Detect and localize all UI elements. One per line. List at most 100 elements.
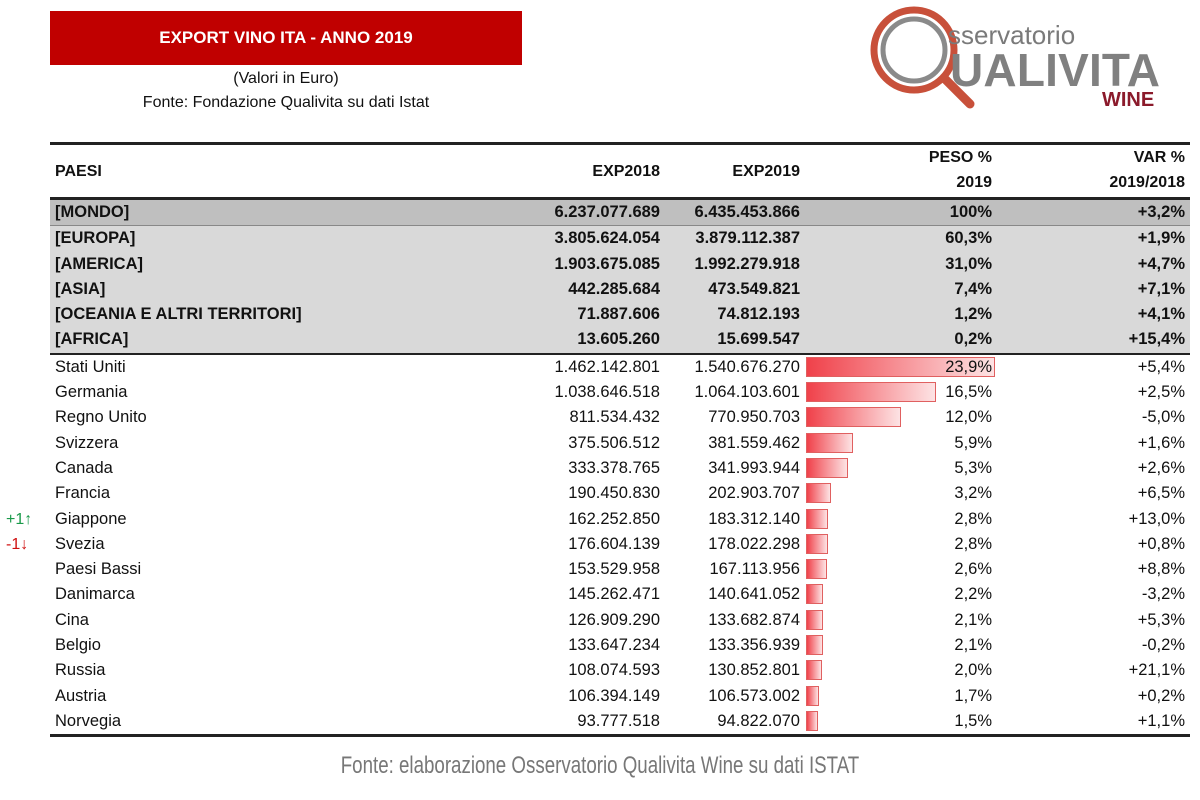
exp2019-value: 15.699.547 [717,330,800,349]
exp2019-value: 133.356.939 [708,636,800,655]
exp2018-value: 1.038.646.518 [554,383,660,402]
peso-value: 60,3% [945,229,992,248]
country-name: Austria [55,686,107,705]
col-var-sub: 2019/2018 [1109,174,1185,191]
exp2019-value: 133.682.874 [708,610,800,629]
exp2019-value: 74.812.193 [717,305,800,324]
peso-value: 12,0% [945,408,992,427]
table-header: PAESI EXP2018 EXP2019 PESO % 2019 VAR % … [50,142,1190,200]
exp2019-value: 341.993.944 [708,458,800,477]
var-value: -3,2% [1141,585,1185,604]
exp2019-value: 167.113.956 [709,560,800,579]
peso-value: 2,1% [954,636,992,655]
var-value: +4,1% [1137,305,1185,324]
exp2019-value: 473.549.821 [708,279,800,298]
exp2018-value: 176.604.139 [568,534,660,553]
country-row: Austria 106.394.149 106.573.002 1,7% +0,2% [50,684,1190,709]
exp2018-value: 133.647.234 [568,636,660,655]
col-exp2019: EXP2019 [732,163,800,180]
row-mondo: [MONDO] 6.237.077.689 6.435.453.866 100% +3,… [50,200,1190,227]
col-paesi: PAESI [55,163,102,180]
exp2018-value: 1.903.675.085 [554,254,660,273]
country-name: Germania [55,383,128,402]
source-note: Fonte: Fondazione Qualivita su dati Ista… [142,94,430,111]
peso-value: 5,9% [954,433,992,452]
exp2018-value: 811.534.432 [569,408,660,427]
country-name: [ASIA] [55,279,106,298]
peso-bar [806,382,937,403]
country-name: Belgio [55,636,101,655]
var-value: +2,5% [1137,383,1185,402]
exp2018-value: 162.252.850 [568,509,660,528]
country-name: Norvegia [55,711,122,730]
exp2019-value: 140.641.052 [708,585,800,604]
region-row: [EUROPA] 3.805.624.054 3.879.112.387 60,3% +… [50,226,1190,252]
country-name: [OCEANIA E ALTRI TERRITORI] [55,305,302,324]
export-table: PAESI EXP2018 EXP2019 PESO % 2019 VAR % … [6,142,1190,738]
peso-bar [806,660,822,681]
country-name: Giappone [55,509,127,528]
peso-value: 31,0% [945,254,992,273]
peso-bar [806,533,829,554]
peso-bar [806,710,818,731]
var-value: +0,8% [1137,534,1185,553]
peso-value: 2,0% [954,661,992,680]
var-value: +0,2% [1137,686,1185,705]
exp2019-value: 94.822.070 [717,711,800,730]
region-row: [OCEANIA E ALTRI TERRITORI] 71.887.606 74.… [50,302,1190,328]
exp2018-value: 375.506.512 [568,433,660,452]
country-row: Regno Unito 811.534.432 770.950.703 12,0% -5… [50,405,1190,430]
var-value: -0,2% [1141,636,1185,655]
logo-line2: UALIVITA [950,44,1160,96]
exp2019-value: 130.852.801 [708,661,800,680]
country-row: Svizzera 375.506.512 381.559.462 5,9% +1,6% [50,431,1190,456]
exp2019-value: 1.992.279.918 [694,254,800,273]
peso-bar [806,609,823,630]
magnifier-ring [870,6,958,94]
peso-bar [806,407,901,428]
var-value: +8,8% [1137,560,1185,579]
var-value: +15,4% [1128,330,1185,349]
var-value: +21,1% [1128,661,1185,680]
country-name: Danimarca [55,585,135,604]
var-value: +6,5% [1137,484,1185,503]
exp2019-value: 202.903.707 [708,484,800,503]
exp2019-value: 183.312.140 [708,509,800,528]
country-name: [AFRICA] [55,330,129,349]
exp2019-value: 178.022.298 [708,534,800,553]
peso-bar [806,483,832,504]
country-row: Canada 333.378.765 341.993.944 5,3% +2,6% [50,456,1190,481]
exp2018-value: 93.777.518 [577,711,660,730]
country-name: Svizzera [55,433,119,452]
magnifier-handle [939,73,975,109]
var-value: +5,3% [1137,610,1185,629]
exp2019-value: 106.573.002 [708,686,800,705]
exp2018-value: 108.074.593 [568,661,660,680]
country-name: Canada [55,458,113,477]
col-peso: PESO % [928,149,992,166]
var-value: +1,1% [1137,711,1185,730]
peso-value: 1,5% [954,711,992,730]
region-row: [ASIA] 442.285.684 473.549.821 7,4% +7,1% [50,276,1190,303]
rank-change-indicator: -1↓ [6,535,29,553]
country-name: Paesi Bassi [55,560,142,579]
country-row: Giappone 162.252.850 183.312.140 2,8% +13,0%… [6,507,1190,532]
exp2018-value: 190.450.830 [568,484,660,503]
peso-value: 5,3% [954,458,992,477]
magnifier-inner [880,16,948,84]
region-row: [AFRICA] 13.605.260 15.699.547 0,2% +15,4% [50,327,1190,353]
exp2019-value: 1.540.676.270 [694,357,800,376]
peso-value: 2,1% [954,610,992,629]
country-name: Svezia [55,534,105,553]
peso-bar [806,584,824,605]
title-banner: EXPORT VINO ITA - ANNO 2019 [50,11,522,65]
peso-value: 2,8% [954,534,992,553]
exp2018-value: 3.805.624.054 [554,229,660,248]
var-value: +3,2% [1137,203,1185,221]
region-row: [AMERICA] 1.903.675.085 1.992.279.918 31,0%… [50,251,1190,277]
exp2018-value: 153.529.958 [568,560,660,579]
peso-value: 2,6% [954,560,992,579]
peso-value: 2,8% [954,509,992,528]
var-value: +5,4% [1137,357,1185,376]
country-row: Belgio 133.647.234 133.356.939 2,1% -0,2% [50,633,1190,658]
